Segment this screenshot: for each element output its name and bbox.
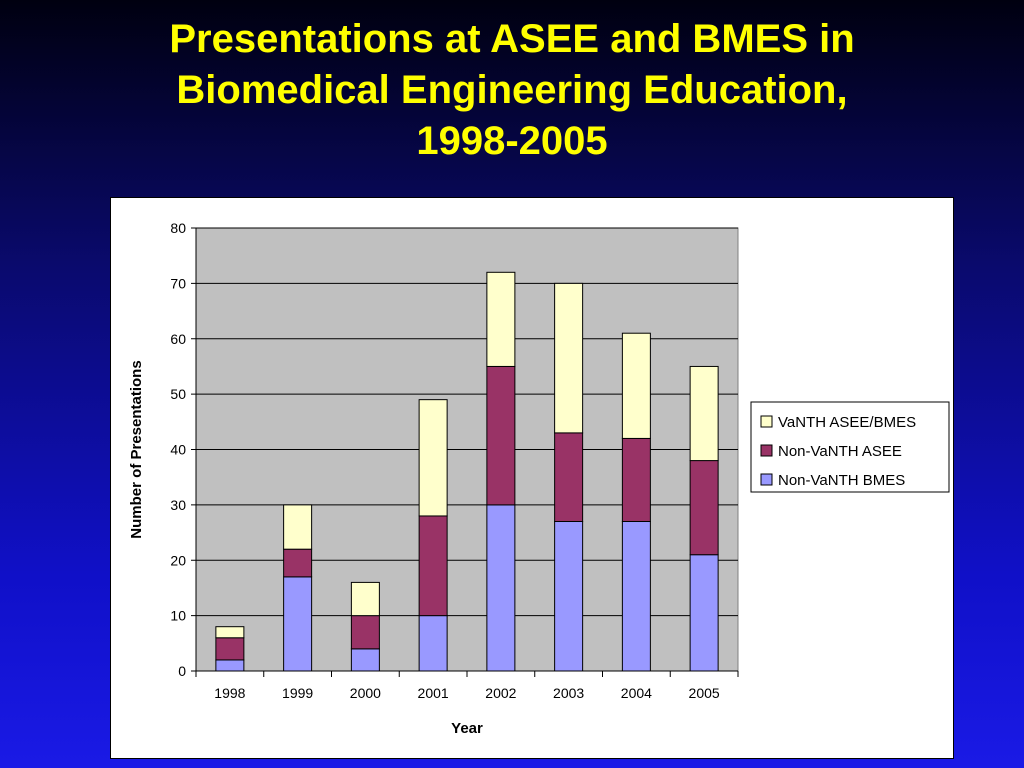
y-axis-title: Number of Presentations <box>128 360 145 538</box>
legend-swatch <box>760 415 773 428</box>
bar-non-vanth-asee-2001 <box>418 515 448 617</box>
y-tick-label: 50 <box>170 386 186 402</box>
bar-non-vanth-asee-1999 <box>283 548 313 578</box>
x-tick-label: 2003 <box>553 685 584 701</box>
legend-label: VaNTH ASEE/BMES <box>778 414 916 431</box>
bar-non-vanth-bmes-2004 <box>621 520 651 672</box>
bar-non-vanth-bmes-1999 <box>283 576 313 672</box>
slide-title: Presentations at ASEE and BMES in Biomed… <box>0 14 1024 167</box>
legend-swatch <box>760 444 773 457</box>
legend-box <box>750 401 950 493</box>
bar-non-vanth-bmes-2003 <box>554 520 584 672</box>
bar-vanth-asee-bmes-2001 <box>418 399 448 517</box>
x-axis-title: Year <box>451 720 483 737</box>
y-tick-label: 60 <box>170 331 186 347</box>
x-tick-label: 2005 <box>689 685 720 701</box>
y-tick-label: 30 <box>170 497 186 513</box>
slide-title-line-1: Presentations at ASEE and BMES in <box>169 17 855 61</box>
stacked-bar-chart: 0 10 20 30 40 50 60 70 80 1998 1999 2000 2001 2002 200… <box>128 220 950 737</box>
x-tick-label: 1998 <box>214 685 245 701</box>
y-tick-label: 40 <box>170 442 186 458</box>
y-tick-label: 20 <box>170 552 186 568</box>
bar-non-vanth-asee-1998 <box>215 637 245 661</box>
bar-non-vanth-bmes-2002 <box>486 504 516 672</box>
chart-panel: 0 10 20 30 40 50 60 70 80 1998 1999 2000 2001 2002 200… <box>110 197 954 759</box>
y-tick-label: 80 <box>170 220 186 236</box>
y-tick-label: 70 <box>170 275 186 291</box>
legend-label: Non-VaNTH BMES <box>778 472 905 489</box>
bar-non-vanth-asee-2004 <box>621 437 651 522</box>
bar-vanth-asee-bmes-2004 <box>621 332 651 439</box>
x-tick-label: 1999 <box>282 685 313 701</box>
bar-non-vanth-asee-2003 <box>554 432 584 522</box>
legend-swatch <box>760 473 773 486</box>
x-tick-label: 2004 <box>621 685 652 701</box>
slide-title-line-3: 1998-2005 <box>416 119 608 163</box>
bar-vanth-asee-bmes-2005 <box>689 365 719 462</box>
bar-vanth-asee-bmes-2003 <box>554 282 584 434</box>
bar-vanth-asee-bmes-1998 <box>215 626 245 639</box>
x-tick-label: 2002 <box>485 685 516 701</box>
x-tick-label: 2000 <box>350 685 381 701</box>
bar-non-vanth-asee-2000 <box>350 615 380 650</box>
bar-non-vanth-bmes-2000 <box>350 648 380 672</box>
y-tick-label: 0 <box>178 663 186 679</box>
bar-non-vanth-asee-2005 <box>689 460 719 556</box>
bar-non-vanth-bmes-2001 <box>418 615 448 672</box>
legend-label: Non-VaNTH ASEE <box>778 443 902 460</box>
x-tick-label: 2001 <box>418 685 449 701</box>
slide-title-line-2: Biomedical Engineering Education, <box>176 68 848 112</box>
y-tick-label: 10 <box>170 608 186 624</box>
bar-non-vanth-bmes-2005 <box>689 554 719 672</box>
bar-vanth-asee-bmes-1999 <box>283 504 313 550</box>
bar-vanth-asee-bmes-2002 <box>486 271 516 367</box>
bar-non-vanth-bmes-1998 <box>215 659 245 672</box>
bar-vanth-asee-bmes-2000 <box>350 581 380 617</box>
bar-non-vanth-asee-2002 <box>486 365 516 506</box>
